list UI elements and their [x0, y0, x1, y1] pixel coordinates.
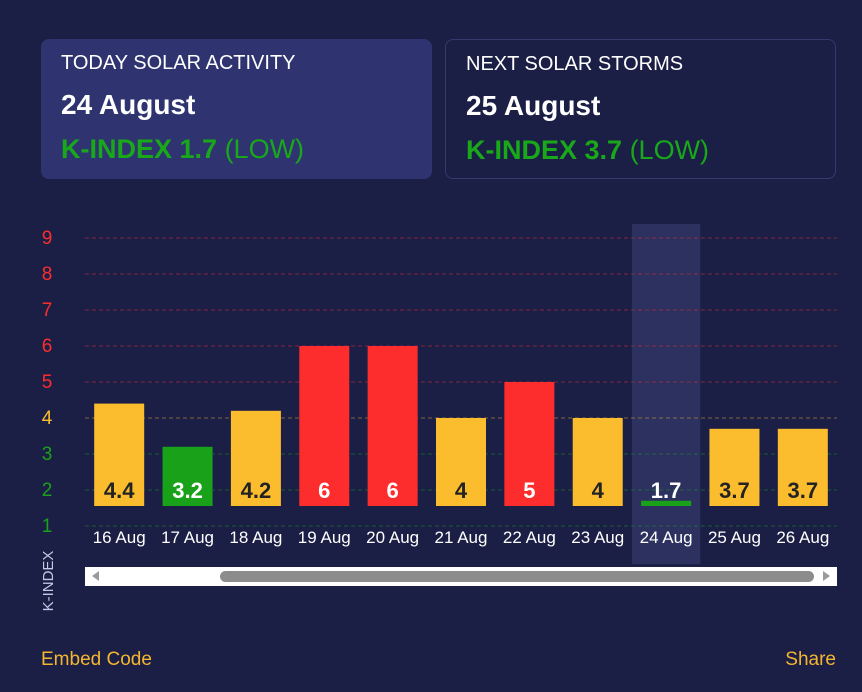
x-tick-label: 19 Aug [298, 528, 351, 547]
bar-value-label: 5 [523, 478, 535, 503]
chart-svg: 1 2 3 4 5 6 7 8 9 4.4 3.2 4.2 6 6 4 5 4 1.7 3.7 3.7 16 Aug… [40, 224, 837, 612]
x-tick-label: 16 Aug [93, 528, 146, 547]
card-title: TODAY SOLAR ACTIVITY [61, 52, 296, 74]
highlight-column [631, 224, 701, 564]
y-tick-label: 6 [42, 336, 53, 357]
chart-bar[interactable] [94, 403, 145, 506]
y-tick-label: 8 [42, 264, 53, 285]
chart-bar[interactable] [709, 428, 760, 506]
chart-bar[interactable] [504, 382, 555, 506]
kindex-chart: 1 2 3 4 5 6 7 8 9 4.4 3.2 4.2 6 6 4 5 4 1.7 3.7 3.7 16 Aug… [0, 215, 862, 630]
bar-value-label: 1.7 [651, 478, 682, 503]
bar-value-label: 3.7 [788, 478, 819, 503]
bar-value-label: 4.2 [241, 478, 272, 503]
x-tick-label: 20 Aug [366, 528, 419, 547]
card-kindex: K-INDEX 1.7 (LOW) [61, 133, 412, 165]
chart-bar[interactable] [299, 346, 350, 506]
x-tick-label: 25 Aug [708, 528, 761, 547]
y-tick-label: 9 [42, 228, 53, 249]
kindex-level: (LOW) [224, 134, 305, 164]
bar-value-label: 6 [387, 478, 399, 503]
next-storms-card: NEXT SOLAR STORMS 25 August K-INDEX 3.7 … [445, 39, 836, 179]
card-date: 24 August [61, 89, 196, 120]
kindex-value: K-INDEX 3.7 [466, 135, 623, 165]
x-tick-label: 21 Aug [435, 528, 488, 547]
bar-value-label: 4 [455, 478, 468, 503]
x-tick-label: 17 Aug [161, 528, 214, 547]
chart-bar[interactable] [777, 428, 828, 506]
chart-bar[interactable] [367, 346, 418, 506]
bar-value-label: 3.2 [172, 478, 203, 503]
y-axis-label: K-INDEX [40, 551, 57, 612]
bar-value-label: 3.7 [719, 478, 750, 503]
horizontal-scrollbar[interactable] [85, 567, 837, 586]
y-tick-label: 5 [42, 372, 53, 393]
scroll-right-arrow-icon[interactable] [823, 571, 830, 581]
card-date: 25 August [466, 90, 601, 121]
y-tick-label: 2 [42, 480, 53, 501]
share-link[interactable]: Share [785, 649, 836, 670]
today-activity-card: TODAY SOLAR ACTIVITY 24 August K-INDEX 1… [41, 39, 432, 179]
chart-bar[interactable] [162, 446, 213, 506]
scroll-left-arrow-icon[interactable] [92, 571, 99, 581]
kindex-level: (LOW) [629, 135, 710, 165]
chart-bar[interactable] [230, 410, 281, 506]
card-title: NEXT SOLAR STORMS [466, 53, 684, 75]
card-kindex: K-INDEX 3.7 (LOW) [466, 134, 815, 166]
scrollbar-thumb[interactable] [220, 571, 814, 582]
y-tick-label: 1 [42, 516, 53, 537]
bar-value-label: 4 [592, 478, 605, 503]
y-tick-label: 7 [42, 300, 53, 321]
x-tick-label: 23 Aug [571, 528, 624, 547]
x-tick-label: 26 Aug [776, 528, 829, 547]
chart-bar[interactable] [436, 418, 486, 506]
x-tick-label: 18 Aug [229, 528, 282, 547]
chart-bar[interactable] [572, 418, 623, 506]
embed-code-link[interactable]: Embed Code [41, 649, 152, 670]
bar-value-label: 6 [318, 478, 330, 503]
kindex-value: K-INDEX 1.7 [61, 134, 218, 164]
y-tick-label: 3 [42, 444, 53, 465]
bar-value-label: 4.4 [104, 478, 135, 503]
x-tick-label: 24 Aug [640, 528, 693, 547]
x-tick-label: 22 Aug [503, 528, 556, 547]
y-tick-label: 4 [42, 408, 53, 429]
chart-bar[interactable] [641, 500, 692, 506]
